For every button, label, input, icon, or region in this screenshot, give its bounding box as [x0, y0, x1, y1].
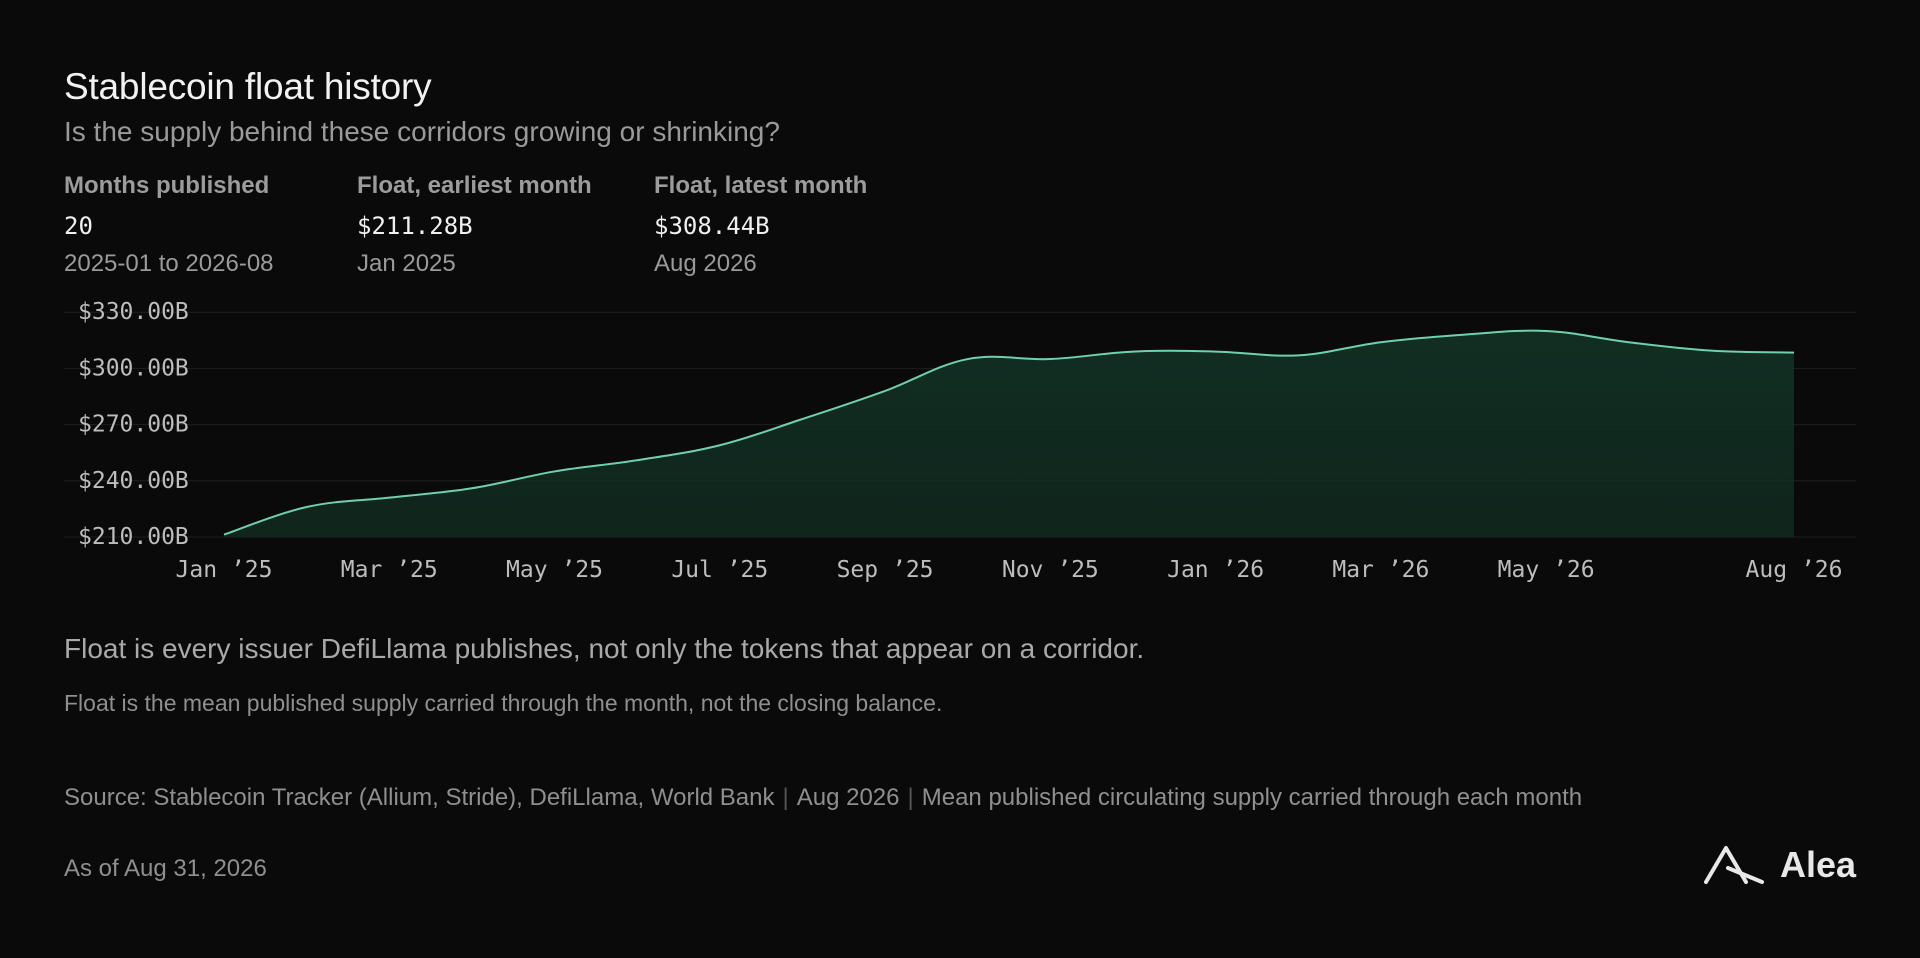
- page-title: Stablecoin float history: [64, 66, 432, 107]
- source-text: Source: Stablecoin Tracker (Allium, Stri…: [64, 784, 775, 811]
- x-tick-label: Mar ’26: [1332, 557, 1429, 583]
- float-area: [224, 330, 1794, 537]
- page: Stablecoin float history Is the supply b…: [64, 0, 1856, 958]
- data-point-2025-05: [553, 469, 557, 473]
- y-tick-label: $330.00B: [78, 299, 189, 325]
- stat-label: Float, latest month: [654, 172, 868, 199]
- x-tick-label: Aug ’26: [1746, 557, 1843, 583]
- data-point-2026-02: [1296, 353, 1300, 357]
- separator: |: [782, 784, 789, 811]
- data-point-2025-08: [800, 417, 804, 421]
- x-tick-label: Jul ’25: [671, 557, 768, 583]
- stat-label: Float, earliest month: [357, 172, 592, 199]
- data-point-2025-07: [718, 443, 722, 447]
- chart-note-primary: Float is every issuer DefiLlama publishe…: [64, 633, 1145, 664]
- alea-logo-icon: [1703, 846, 1764, 884]
- stat-float-earliest: Float, earliest month $211.28B Jan 2025: [357, 172, 592, 278]
- source-method: Mean published circulating supply carrie…: [921, 784, 1583, 811]
- data-point-2026-06: [1627, 340, 1631, 344]
- stat-value: $308.44B: [654, 212, 770, 240]
- stat-value: 20: [64, 212, 93, 240]
- data-point-2025-06: [635, 458, 639, 462]
- data-point-2026-04: [1461, 333, 1465, 337]
- x-axis: Jan ’25 Mar ’25 May ’25 Jul ’25 Sep ’25 Nov ’…: [176, 557, 1843, 583]
- as-of-date: As of Aug 31, 2026: [64, 855, 267, 882]
- stat-value: $211.28B: [357, 212, 473, 240]
- stat-detail: 2025-01 to 2026-08: [64, 250, 274, 277]
- y-tick-label: $240.00B: [78, 468, 189, 494]
- y-tick-label: $210.00B: [78, 524, 189, 550]
- x-tick-label: May ’25: [506, 557, 603, 583]
- data-point-2026-01: [1214, 350, 1218, 354]
- y-tick-label: $300.00B: [78, 355, 189, 381]
- stat-months-published: Months published 20 2025-01 to 2026-08: [64, 172, 274, 278]
- data-point-2026-03: [1379, 340, 1383, 344]
- x-tick-label: Sep ’25: [837, 557, 934, 583]
- stat-detail: Aug 2026: [654, 250, 757, 277]
- data-point-2026-05: [1544, 329, 1548, 333]
- data-point-2025-09: [883, 389, 887, 393]
- y-tick-label: $270.00B: [78, 412, 189, 438]
- x-tick-label: May ’26: [1498, 557, 1595, 583]
- page-subtitle: Is the supply behind these corridors gro…: [64, 116, 780, 147]
- brand-name: Alea: [1779, 844, 1856, 885]
- data-point-2026-08: [1792, 351, 1796, 355]
- x-tick-label: Nov ’25: [1002, 557, 1099, 583]
- data-point-2025-03: [387, 496, 391, 500]
- x-tick-label: Mar ’25: [341, 557, 438, 583]
- data-point-2025-10: [966, 357, 970, 361]
- source-date: Aug 2026: [796, 784, 900, 811]
- data-point-2025-11: [1048, 357, 1052, 361]
- data-point-2025-04: [470, 486, 474, 490]
- stat-detail: Jan 2025: [357, 250, 456, 277]
- chart-note-secondary: Float is the mean published supply carri…: [64, 690, 943, 716]
- float-chart: $210.00B $240.00B $270.00B $300.00B $330.00B…: [64, 296, 1856, 601]
- y-axis: $210.00B $240.00B $270.00B $300.00B $330.00B: [78, 299, 189, 550]
- x-tick-label: Jan ’26: [1167, 557, 1264, 583]
- data-point-2026-07: [1709, 349, 1713, 353]
- brand: Alea: [1703, 844, 1856, 886]
- data-point-2025-02: [305, 505, 309, 509]
- x-tick-label: Jan ’25: [176, 557, 273, 583]
- source-line: Source: Stablecoin Tracker (Allium, Stri…: [64, 780, 1644, 815]
- separator: |: [907, 784, 914, 811]
- data-point-2025-12: [1131, 350, 1135, 354]
- area-layer: [222, 329, 1796, 537]
- float-line: [223, 329, 1795, 536]
- stat-label: Months published: [64, 172, 270, 199]
- float-area-chart: $210.00B $240.00B $270.00B $300.00B $330.00B…: [64, 299, 1856, 583]
- data-point-2025-01: [222, 533, 226, 537]
- stat-float-latest: Float, latest month $308.44B Aug 2026: [654, 172, 867, 278]
